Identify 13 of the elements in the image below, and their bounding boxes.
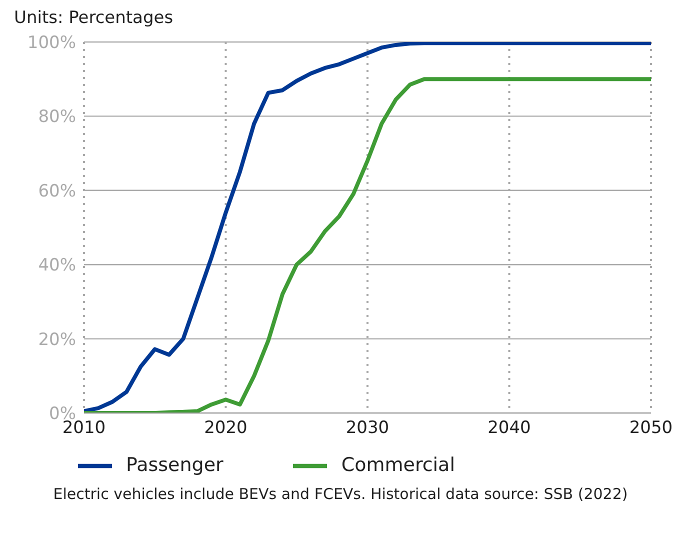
text: Electric vehicles include BEVs and FCEVs. Historical data source: SSB (2022) — [52, 485, 629, 503]
y-tick-label: 60% — [38, 181, 76, 202]
x-tick-label: 2030 — [346, 418, 390, 438]
y-tick-label: 40% — [38, 256, 76, 276]
chart-title: Units: Percentages — [14, 8, 174, 28]
x-tick-label: 2040 — [488, 418, 531, 438]
y-tick-label: 20% — [38, 330, 76, 350]
y-tick-label: 100% — [27, 33, 76, 54]
legend-label: Passenger — [126, 454, 224, 476]
x-tick-label: 2020 — [204, 418, 248, 438]
y-tick-label: 80% — [38, 107, 76, 128]
legend-label: Commercial — [341, 454, 455, 476]
x-tick-label: 2050 — [629, 418, 673, 438]
